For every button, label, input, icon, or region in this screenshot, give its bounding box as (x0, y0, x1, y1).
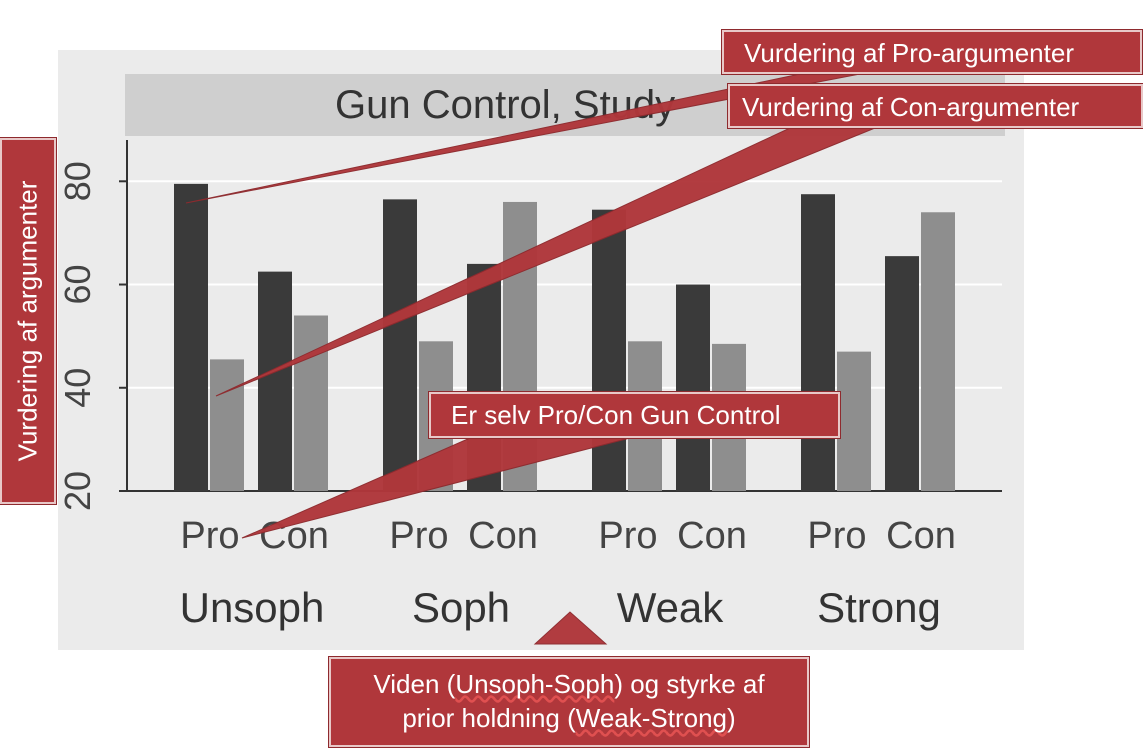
con-callout-pointer (215, 127, 876, 397)
bar-unsoph-con-light (294, 315, 328, 491)
bottom-callout-line-1: Viden (Unsoph-Soph) og styrke af (373, 669, 765, 699)
x-sub-label-con-1: Con (468, 515, 538, 557)
knowledge-strength-callout: Viden (Unsoph-Soph) og styrke af prior h… (329, 657, 809, 747)
pro-ratings-text: Vurdering af Pro-argumenter (744, 38, 1074, 68)
bar-strong-pro-dark (801, 194, 835, 491)
y-tick-label-20: 20 (57, 471, 98, 511)
bar-unsoph-pro-dark (174, 183, 208, 491)
group-label-unsoph: Unsoph (180, 584, 325, 631)
group-label-weak: Weak (617, 584, 725, 631)
x-sub-label-pro-2: Pro (598, 515, 657, 557)
bar-weak-con-dark (676, 284, 710, 491)
tick-labels: 20 40 60 80 Pro Con Unsoph Pro Con Soph Pro Con Weak… (57, 161, 956, 631)
y-tick-label-80: 80 (57, 161, 98, 201)
self-position-callout: Er selv Pro/Con Gun Control (429, 392, 840, 438)
self-position-text: Er selv Pro/Con Gun Control (451, 400, 781, 430)
bar-strong-con-dark (885, 256, 919, 491)
bar-strong-pro-light (837, 351, 871, 491)
group-label-soph: Soph (412, 584, 510, 631)
pro-callout-pointer (185, 73, 861, 204)
bar-unsoph-con-dark (258, 271, 292, 491)
x-sub-label-pro-3: Pro (807, 515, 866, 557)
x-sub-label-con-2: Con (677, 515, 747, 557)
pro-ratings-callout: Vurdering af Pro-argumenter (722, 30, 1142, 74)
bar-strong-con-light (921, 212, 955, 491)
plot-background (58, 50, 1024, 650)
chart-title: Gun Control, Study (335, 83, 675, 127)
group-label-strong: Strong (817, 584, 941, 631)
bottom-callout-line-2: prior holdning (Weak-Strong) (402, 703, 736, 733)
bar-weak-pro-dark (592, 209, 626, 491)
callout-pointers (185, 73, 876, 645)
y-tick-label-40: 40 (57, 368, 98, 408)
x-sub-label-pro-0: Pro (180, 515, 239, 557)
self-callout-pointer (241, 437, 631, 539)
y-axis-label-box: Vurdering af argumenter (0, 138, 56, 504)
con-ratings-callout: Vurdering af Con-argumenter (728, 84, 1143, 128)
x-sub-label-con-3: Con (886, 515, 956, 557)
con-ratings-text: Vurdering af Con-argumenter (742, 92, 1080, 122)
bar-soph-pro-dark (383, 199, 417, 491)
x-sub-label-pro-1: Pro (389, 515, 448, 557)
y-axis-label: Vurdering af argumenter (12, 180, 43, 462)
bottom-callout-pointer (533, 611, 608, 645)
bar-unsoph-pro-light (210, 359, 244, 491)
y-tick-label-60: 60 (57, 265, 98, 305)
